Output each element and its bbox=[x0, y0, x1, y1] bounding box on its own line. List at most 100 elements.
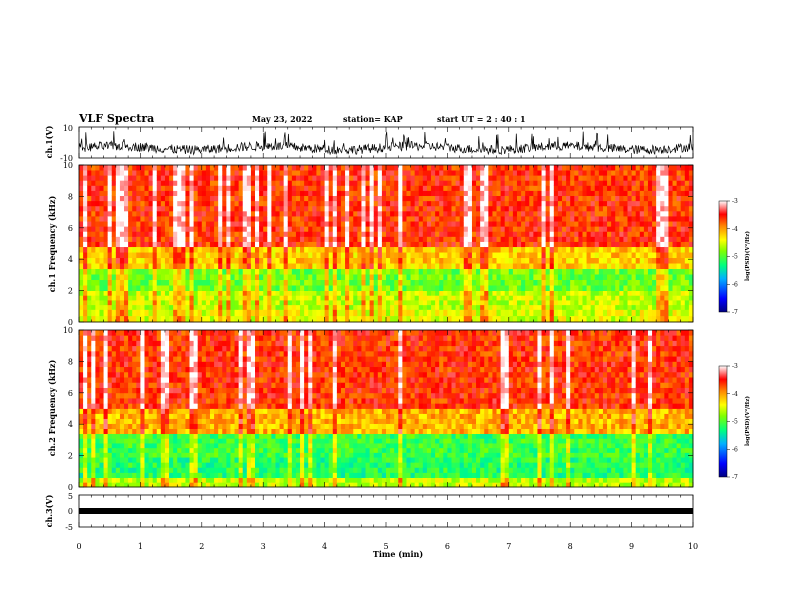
spectrogram-cell bbox=[107, 350, 113, 357]
spectrogram-cell bbox=[111, 290, 117, 296]
spectrogram-cell bbox=[304, 216, 309, 222]
spectrogram-cell bbox=[390, 300, 395, 306]
spectrogram-cell bbox=[590, 290, 596, 296]
spectrogram-cell bbox=[422, 295, 428, 301]
spectrogram-cell bbox=[271, 241, 276, 248]
spectrogram-cell bbox=[459, 279, 465, 286]
spectrogram-cell bbox=[283, 295, 289, 301]
spectrogram-cell bbox=[373, 304, 379, 310]
spectrogram-cell bbox=[103, 377, 109, 383]
spectrogram-cell bbox=[234, 200, 240, 207]
spectrogram-cell bbox=[201, 257, 207, 264]
spectrogram-cell bbox=[455, 300, 461, 306]
spectrogram-cell bbox=[119, 195, 125, 202]
spectrogram-cell bbox=[95, 226, 100, 232]
spectrogram-cell bbox=[508, 216, 514, 222]
spectrogram-cell bbox=[684, 195, 690, 202]
spectrogram-cell bbox=[259, 180, 264, 186]
spectrogram-cell bbox=[439, 241, 444, 248]
spectrogram-cell bbox=[103, 257, 109, 264]
spectrogram-cell bbox=[684, 274, 690, 281]
spectrogram-cell bbox=[672, 180, 678, 186]
spectrogram-cell bbox=[652, 165, 657, 171]
ch1-spectrogram-heatmap bbox=[79, 165, 694, 323]
spectrogram-cell bbox=[79, 408, 84, 414]
spectrogram-cell bbox=[124, 226, 129, 232]
spectrogram-cell bbox=[238, 231, 244, 237]
spectrogram-cell bbox=[361, 285, 366, 291]
spectrogram-cell bbox=[455, 295, 461, 301]
spectrogram-cell bbox=[291, 263, 297, 270]
spectrogram-cell bbox=[672, 257, 678, 264]
spectrogram-cell bbox=[156, 216, 162, 222]
spectrogram-cell bbox=[197, 300, 203, 306]
spectrogram-cell bbox=[259, 165, 264, 171]
spectrogram-cell bbox=[504, 221, 510, 227]
spectrogram-cell bbox=[95, 335, 100, 341]
spectrogram-cell bbox=[83, 300, 88, 306]
spectrogram-cell bbox=[684, 205, 690, 212]
spectrogram-cell bbox=[463, 285, 469, 291]
spectrogram-cell bbox=[287, 279, 293, 286]
spectrogram-cell bbox=[181, 268, 186, 275]
spectrogram-cell bbox=[177, 246, 182, 253]
spectrogram-cell bbox=[111, 315, 117, 323]
spectrogram-cell bbox=[508, 309, 514, 317]
spectrogram-cell bbox=[160, 210, 166, 217]
spectrogram-cell bbox=[152, 279, 158, 286]
spectrogram-cell bbox=[189, 309, 195, 317]
spectrogram-cell bbox=[328, 246, 334, 253]
spectrogram-cell bbox=[316, 210, 321, 217]
spectrogram-cell bbox=[234, 257, 240, 264]
spectrogram-cell bbox=[300, 200, 305, 207]
spectrogram-cell bbox=[562, 285, 567, 291]
spectrogram-cell bbox=[480, 185, 485, 191]
spectrogram-cell bbox=[598, 309, 604, 317]
spectrogram-cell bbox=[422, 263, 428, 270]
spectrogram-cell bbox=[541, 241, 547, 248]
spectrogram-cell bbox=[529, 221, 534, 227]
spectrogram-cell bbox=[79, 423, 84, 429]
spectrogram-cell bbox=[275, 304, 280, 310]
spectrogram-cell bbox=[300, 210, 305, 217]
spectrogram-cell bbox=[226, 175, 231, 181]
spectrogram-cell bbox=[574, 257, 579, 264]
spectrogram-cell bbox=[259, 221, 264, 227]
spectrogram-cell bbox=[87, 356, 92, 362]
spectrogram-cell bbox=[643, 246, 649, 253]
spectrogram-cell bbox=[471, 309, 477, 317]
spectrogram-cell bbox=[410, 175, 416, 181]
spectrogram-cell bbox=[664, 175, 669, 181]
spectrogram-cell bbox=[103, 408, 109, 414]
spectrogram-cell bbox=[205, 190, 211, 197]
spectrogram-cell bbox=[283, 309, 289, 317]
spectrogram-cell bbox=[209, 290, 215, 296]
spectrogram-cell bbox=[152, 263, 158, 270]
spectrogram-cell bbox=[124, 180, 129, 186]
spectrogram-cell bbox=[107, 300, 113, 306]
spectrogram-cell bbox=[164, 221, 170, 227]
spectrogram-cell bbox=[164, 210, 170, 217]
spectrogram-cell bbox=[140, 185, 145, 191]
spectrogram-cell bbox=[95, 472, 100, 478]
spectrogram-cell bbox=[87, 366, 92, 373]
spectrogram-cell bbox=[95, 309, 100, 317]
spectrogram-cell bbox=[91, 274, 96, 281]
spectrogram-cell bbox=[128, 165, 133, 171]
spectrogram-cell bbox=[267, 252, 272, 259]
spectrogram-cell bbox=[124, 241, 129, 248]
spectrogram-cell bbox=[484, 304, 489, 310]
spectrogram-cell bbox=[418, 263, 424, 270]
spectrogram-cell bbox=[107, 413, 113, 419]
spectrogram-cell bbox=[214, 221, 219, 227]
spectrogram-cell bbox=[541, 263, 547, 270]
spectrogram-cell bbox=[467, 304, 473, 310]
spectrogram-cell bbox=[656, 257, 661, 264]
spectrogram-cell bbox=[295, 263, 301, 270]
spectrogram-cell bbox=[578, 246, 583, 253]
spectrogram-cell bbox=[484, 236, 489, 242]
spectrogram-cell bbox=[676, 216, 682, 222]
spectrogram-cell bbox=[516, 309, 522, 317]
spectrogram-cell bbox=[349, 274, 354, 281]
spectrogram-cell bbox=[574, 180, 579, 186]
